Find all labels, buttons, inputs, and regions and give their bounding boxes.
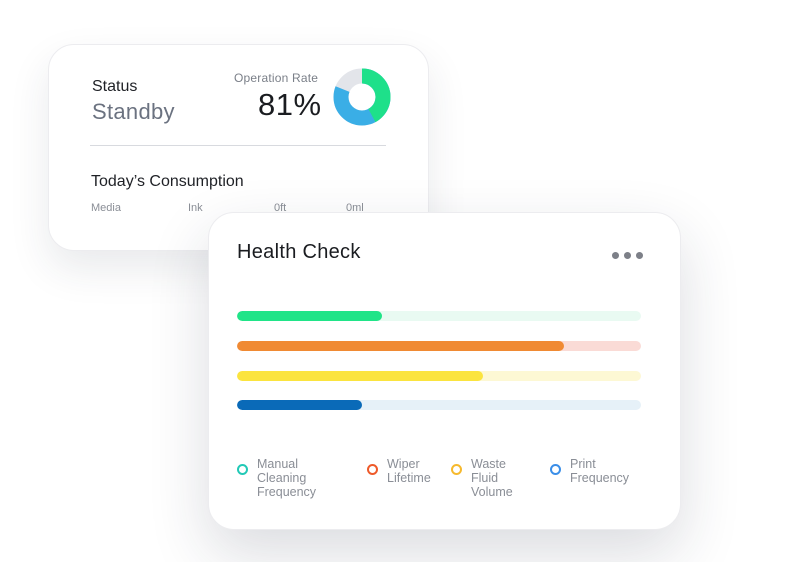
legend-label: Wiper Lifetime: [387, 457, 431, 485]
legend-ring-icon: [550, 464, 561, 475]
legend-label: Waste Fluid Volume: [471, 457, 513, 499]
bar-fill: [237, 311, 383, 321]
status-card: Status Standby Operation Rate 81% Today’…: [48, 44, 429, 251]
bar-print-frequency: [237, 400, 641, 410]
consumption-title: Today’s Consumption: [91, 173, 244, 190]
bar-fill: [237, 400, 363, 410]
status-value: Standby: [92, 99, 175, 124]
operation-rate-value: 81%: [258, 87, 322, 122]
consumption-item-ml: 0ml: [346, 202, 364, 214]
consumption-item-ink: Ink: [188, 202, 203, 214]
legend-label: Manual Cleaning Frequency: [257, 457, 317, 499]
donut-primary-arc: [333, 68, 391, 126]
consumption-item-feet: 0ft: [274, 202, 287, 214]
legend-ring-icon: [367, 464, 378, 475]
bar-manual-cleaning-frequency: [237, 311, 641, 321]
legend-ring-icon: [237, 464, 248, 475]
bar-fill: [237, 371, 484, 381]
health-check-title: Health Check: [237, 241, 361, 263]
operation-rate-label: Operation Rate: [234, 71, 319, 85]
legend-ring-icon: [451, 464, 462, 475]
bar-fill: [237, 341, 565, 351]
legend-label: Print Frequency: [570, 457, 630, 485]
consumption-item-media: Media: [91, 202, 121, 214]
health-check-card: Health Check Manual Cleaning Frequency W…: [208, 212, 681, 530]
operation-rate-donut: [333, 68, 391, 126]
status-label: Status: [92, 78, 138, 95]
bar-wiper-lifetime: [237, 341, 641, 351]
more-dots-icon[interactable]: [612, 251, 644, 261]
divider: [90, 145, 386, 146]
bar-waste-fluid-volume: [237, 371, 641, 381]
